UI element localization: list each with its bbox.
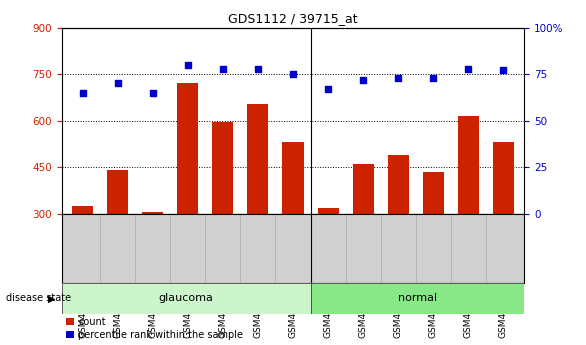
Text: glaucoma: glaucoma (159, 294, 213, 303)
Bar (311, 283, 524, 314)
Bar (62, 283, 311, 314)
Bar (282, 142, 304, 214)
Text: ▶: ▶ (48, 294, 56, 303)
Point (394, 75, 403, 81)
Bar (318, 208, 339, 214)
Bar (107, 170, 128, 214)
Point (323, 86, 333, 92)
Point (183, 62, 192, 68)
Bar (388, 155, 409, 214)
Point (428, 75, 438, 81)
Point (499, 68, 508, 73)
Point (148, 90, 158, 96)
Bar (423, 172, 444, 214)
Point (464, 66, 473, 71)
Point (359, 77, 368, 82)
Title: GDS1112 / 39715_at: GDS1112 / 39715_at (228, 12, 358, 25)
Bar (247, 104, 268, 214)
Bar (142, 212, 163, 214)
Bar (493, 142, 514, 214)
Point (113, 81, 122, 86)
Bar (72, 206, 93, 214)
Point (78, 90, 87, 96)
Text: normal: normal (398, 294, 437, 303)
Text: disease state: disease state (6, 294, 71, 303)
Point (218, 66, 227, 71)
Legend: count, percentile rank within the sample: count, percentile rank within the sample (66, 317, 243, 340)
Bar (178, 83, 198, 214)
Bar (458, 116, 479, 214)
Point (288, 71, 298, 77)
Point (253, 66, 263, 71)
Bar (212, 122, 233, 214)
Bar (353, 164, 374, 214)
